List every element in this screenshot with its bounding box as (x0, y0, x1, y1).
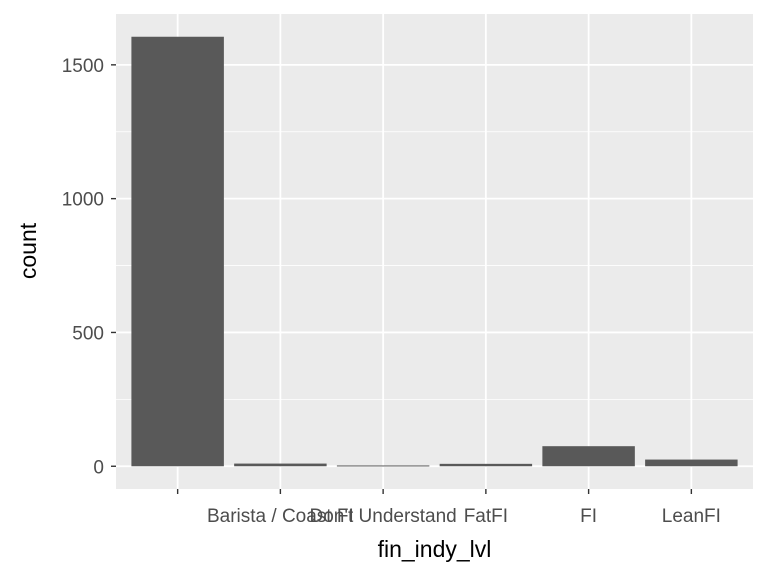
bar (131, 36, 224, 467)
y-axis: 0 500 1000 1500 (62, 56, 116, 478)
x-tick-label: Barista / Coast FI (207, 506, 354, 527)
bar (336, 465, 430, 467)
y-tick-label: 1500 (62, 56, 104, 77)
bars (131, 36, 738, 467)
x-axis-title: fin_indy_lvl (378, 536, 492, 562)
y-axis-title: count (15, 222, 41, 279)
y-tick-label: 0 (93, 457, 104, 478)
y-tick-label: 1000 (62, 190, 104, 211)
x-tick-label: FI (580, 506, 597, 527)
bar (542, 446, 635, 467)
x-tick-label: FatFI (464, 506, 508, 527)
bar (439, 463, 533, 467)
y-tick-label: 500 (72, 323, 104, 344)
bar (234, 463, 327, 467)
x-tick-label: LeanFI (662, 506, 721, 527)
bar (645, 459, 738, 467)
x-tick-label: Don't Understand (309, 506, 456, 527)
